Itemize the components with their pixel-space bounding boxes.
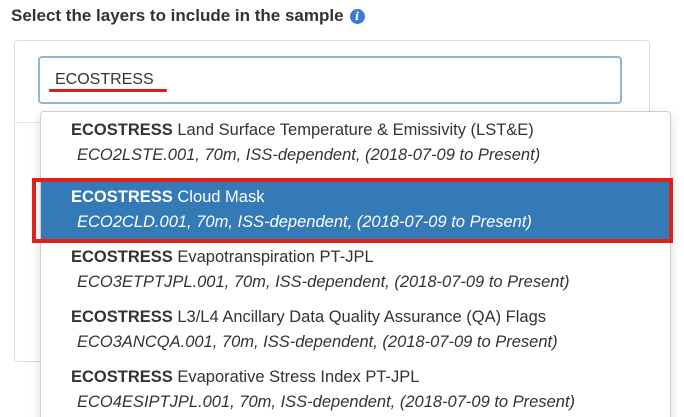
layer-option-brand: ECOSTRESS [71,308,173,326]
layer-option-details: ECO2CLD.001, 70m, ISS-dependent, (2018-0… [77,213,532,231]
layer-option-details: ECO3ANCQA.001, 70m, ISS-dependent, (2018… [77,333,558,351]
layer-option-brand: ECOSTRESS [71,188,173,206]
layer-option-eco3ancqa[interactable]: ECOSTRESS L3/L4 Ancillary Data Quality A… [41,299,670,359]
layer-option-name: Evapotranspiration PT-JPL [172,248,374,266]
layer-search-input[interactable] [38,56,622,104]
layer-option-eco3etptjpl[interactable]: ECOSTRESS Evapotranspiration PT-JPL ECO3… [41,239,670,299]
section-heading: Select the layers to include in the samp… [11,6,365,26]
layer-option-name: Land Surface Temperature & Emissivity (L… [172,121,534,139]
layer-option-name: Evaporative Stress Index PT-JPL [172,368,420,386]
panel-divider [14,122,40,123]
layer-option-details: ECO2LSTE.001, 70m, ISS-dependent, (2018-… [77,146,541,164]
layer-option-title: ECOSTRESS L3/L4 Ancillary Data Quality A… [71,308,546,327]
layer-option-title: ECOSTRESS Evaporative Stress Index PT-JP… [71,368,419,387]
search-text-annotation-underline [49,89,167,92]
layer-option-name: L3/L4 Ancillary Data Quality Assurance (… [172,308,547,326]
layer-option-brand: ECOSTRESS [71,121,173,139]
section-heading-text: Select the layers to include in the samp… [11,6,344,25]
layer-option-eco2cld[interactable]: ECOSTRESS Cloud Mask ECO2CLD.001, 70m, I… [41,179,670,239]
layer-option-name: Cloud Mask [172,188,265,206]
layer-option-title: ECOSTRESS Land Surface Temperature & Emi… [71,121,534,140]
layer-option-eco2lste[interactable]: ECOSTRESS Land Surface Temperature & Emi… [41,112,670,172]
layer-option-title: ECOSTRESS Evapotranspiration PT-JPL [71,248,374,267]
layer-option-title: ECOSTRESS Cloud Mask [71,188,264,207]
layer-option-details: ECO4ESIPTJPL.001, 70m, ISS-dependent, (2… [77,393,576,411]
layer-dropdown-list: ECOSTRESS Land Surface Temperature & Emi… [40,111,671,417]
layer-option-brand: ECOSTRESS [71,368,173,386]
layer-option-eco4esiptjpl[interactable]: ECOSTRESS Evaporative Stress Index PT-JP… [41,359,670,417]
info-icon[interactable]: i [349,8,365,24]
layer-option-brand: ECOSTRESS [71,248,173,266]
layer-option-details: ECO3ETPTJPL.001, 70m, ISS-dependent, (20… [77,273,570,291]
